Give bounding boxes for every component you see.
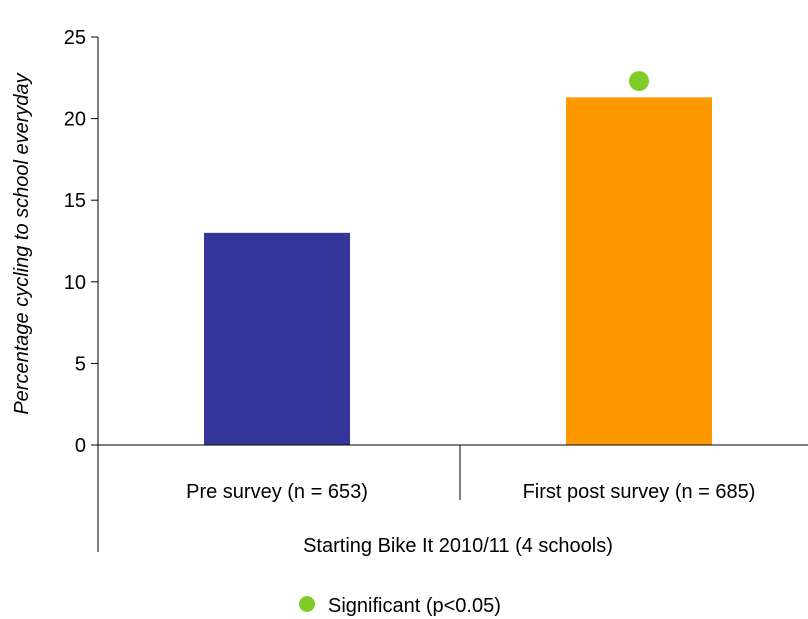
y-tick-label: 15 [64,190,86,212]
bar-2 [566,97,712,445]
y-axis: 0 5 10 15 20 25 [64,27,99,552]
bar-1 [204,232,350,445]
significance-marker [629,71,649,92]
x-axis-group-label: Starting Bike It 2010/11 (4 schools) [303,535,613,557]
y-tick-label: 10 [64,272,86,294]
legend-label-significant: Significant (p<0.05) [328,595,501,617]
y-tick-label: 0 [75,435,86,457]
x-category-label: Pre survey (n = 653) [186,481,368,503]
y-tick-label: 20 [64,109,86,131]
legend: Significant (p<0.05) [299,595,501,617]
y-tick-label: 25 [64,27,86,49]
x-category-label: First post survey (n = 685) [523,481,756,503]
y-tick-label: 5 [75,353,86,375]
legend-marker-significant [299,596,315,612]
x-axis: Pre survey (n = 653) First post survey (n… [98,444,808,503]
y-axis-label: Percentage cycling to school everyday [11,72,33,414]
bars [204,71,712,445]
